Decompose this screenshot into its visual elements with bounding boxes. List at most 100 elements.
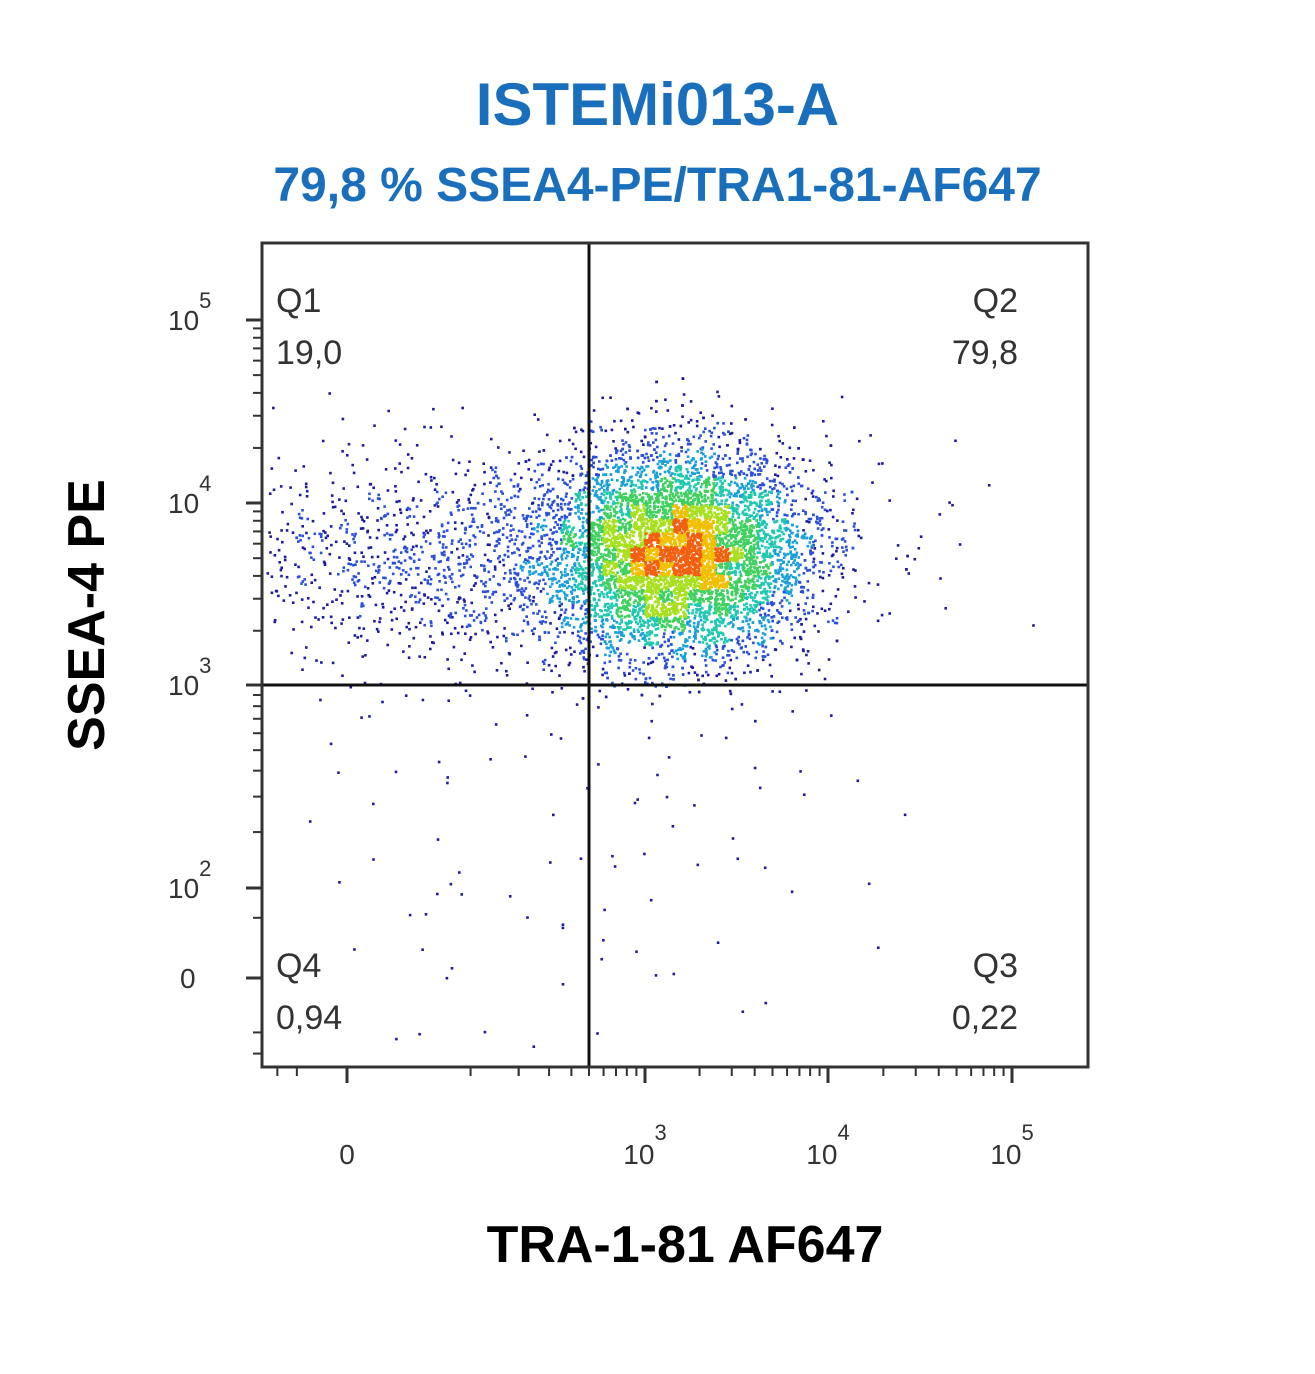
event-dot: [775, 511, 779, 514]
event-dot: [448, 613, 452, 617]
event-dot: [359, 527, 363, 530]
event-dot: [729, 469, 732, 473]
event-dot: [495, 669, 499, 672]
event-dot: [701, 499, 704, 503]
event-dot: [591, 430, 594, 434]
event-dot: [577, 515, 581, 519]
event-dot: [611, 492, 614, 496]
event-dot: [786, 578, 789, 581]
event-dot: [329, 615, 333, 619]
event-dot: [673, 477, 676, 480]
event-dot: [740, 482, 744, 486]
event-dot: [607, 646, 611, 650]
event-dot: [747, 468, 751, 471]
event-dot: [404, 600, 407, 604]
event-dot: [438, 534, 441, 537]
event-dot: [425, 570, 428, 573]
event-dot: [763, 465, 766, 468]
event-dot: [613, 419, 616, 423]
event-dot: [599, 642, 603, 646]
event-dot: [669, 677, 672, 681]
event-dot: [494, 470, 497, 474]
event-dot: [441, 543, 445, 546]
event-dot: [795, 578, 798, 582]
event-dot: [352, 575, 356, 578]
event-dot: [609, 650, 612, 654]
event-dot: [772, 615, 776, 618]
event-dot: [741, 589, 745, 593]
event-dot: [609, 604, 612, 608]
event-dot: [347, 442, 351, 446]
event-dot: [565, 456, 568, 459]
event-dot: [558, 631, 562, 634]
event-dot: [581, 535, 584, 538]
event-dot: [783, 596, 786, 600]
event-dot: [618, 622, 622, 626]
event-dot: [598, 595, 602, 598]
event-dot: [482, 582, 485, 586]
event-dot: [618, 639, 622, 642]
event-dot: [763, 633, 767, 636]
event-dot: [415, 566, 418, 570]
event-dot: [763, 587, 766, 591]
event-dot: [376, 507, 380, 510]
event-dot: [412, 636, 416, 640]
event-dot: [736, 617, 739, 620]
event-dot: [578, 564, 581, 567]
event-dot: [829, 602, 833, 606]
event-dot: [297, 512, 301, 516]
event-dot: [484, 581, 488, 584]
event-dot: [665, 622, 669, 626]
event-dot: [623, 608, 626, 611]
event-dot: [710, 447, 713, 450]
event-dot: [938, 513, 942, 516]
event-dot: [412, 515, 416, 518]
event-dot: [405, 547, 409, 550]
event-dot: [778, 497, 781, 500]
event-dot: [595, 478, 598, 482]
event-dot: [867, 581, 871, 585]
event-dot: [726, 493, 730, 497]
event-dot: [761, 554, 764, 558]
event-dot: [603, 908, 606, 912]
event-dot: [564, 568, 567, 571]
event-dot: [417, 558, 421, 561]
event-dot: [595, 473, 598, 476]
event-dot: [460, 542, 464, 546]
event-dot: [399, 511, 403, 515]
event-dot: [532, 1045, 536, 1048]
event-dot: [832, 495, 835, 498]
event-dot: [600, 578, 603, 582]
event-dot: [754, 719, 757, 723]
event-dot: [743, 603, 746, 607]
event-dot: [381, 606, 385, 609]
event-dot: [788, 471, 792, 474]
event-dot: [451, 490, 455, 494]
event-dot: [655, 451, 658, 454]
event-dot: [812, 468, 815, 472]
event-dot: [625, 465, 628, 468]
event-dot: [836, 560, 840, 564]
event-dot: [674, 626, 678, 629]
event-dot: [603, 490, 606, 493]
event-dot: [734, 597, 737, 600]
event-dot: [481, 492, 484, 495]
event-dot: [337, 771, 340, 774]
event-dot: [788, 601, 791, 605]
event-dot: [627, 498, 630, 502]
event-dot: [584, 474, 588, 477]
event-dot: [790, 503, 793, 507]
event-dot: [442, 568, 446, 572]
event-dot: [701, 641, 705, 644]
event-dot: [280, 574, 283, 578]
event-dot: [711, 637, 715, 640]
event-dot: [737, 516, 740, 519]
event-dot: [436, 501, 439, 504]
event-dot: [746, 636, 749, 639]
event-dot: [609, 493, 612, 496]
event-dot: [305, 646, 308, 649]
event-dot: [364, 654, 367, 657]
event-dot: [704, 427, 707, 430]
event-dot: [548, 556, 552, 559]
event-dot: [754, 593, 757, 597]
